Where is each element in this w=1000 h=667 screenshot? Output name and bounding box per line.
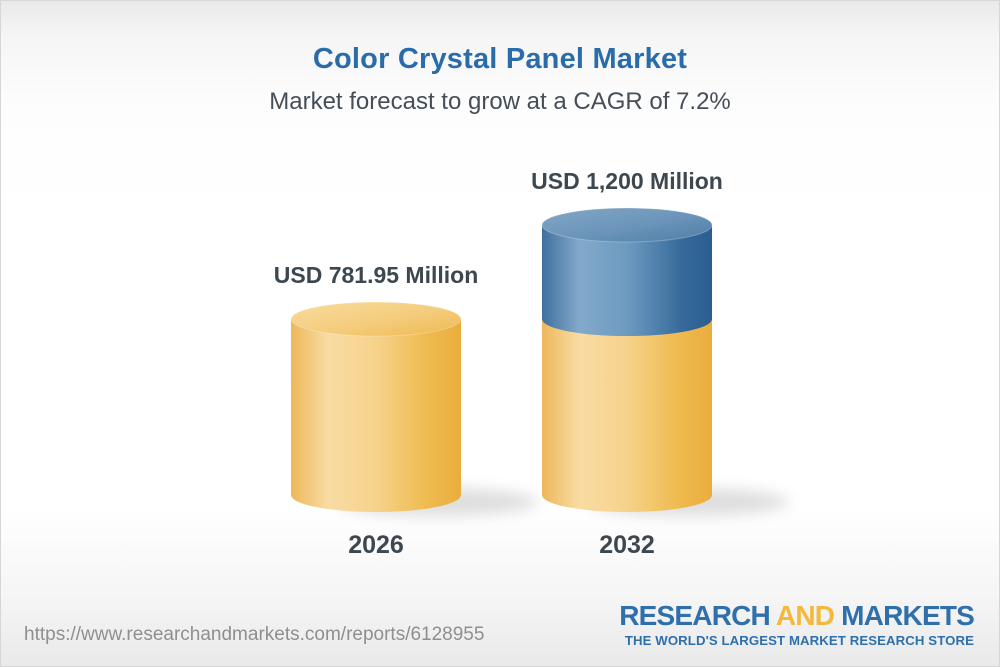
source-url: https://www.researchandmarkets.com/repor… [24,624,485,645]
logo-tagline: THE WORLD'S LARGEST MARKET RESEARCH STOR… [624,633,974,648]
logo-text-research: RESEARCH [619,600,771,631]
chart-title: Color Crystal Panel Market [312,43,688,75]
value-label-2032: USD 1,200 Million [531,168,723,194]
category-label-2032: 2032 [599,531,655,559]
chart-subtitle: Market forecast to grow at a CAGR of 7.2… [269,88,731,115]
value-label-2026: USD 781.95 Million [273,262,479,289]
logo-text-and: AND [775,600,835,631]
logo-wordmark: RESEARCH AND MARKETS [619,600,975,631]
logo-text-markets: MARKETS [841,600,975,631]
researchandmarkets-logo: RESEARCH AND MARKETS THE WORLD'S LARGEST… [619,600,975,649]
category-label-2026: 2026 [348,531,404,559]
